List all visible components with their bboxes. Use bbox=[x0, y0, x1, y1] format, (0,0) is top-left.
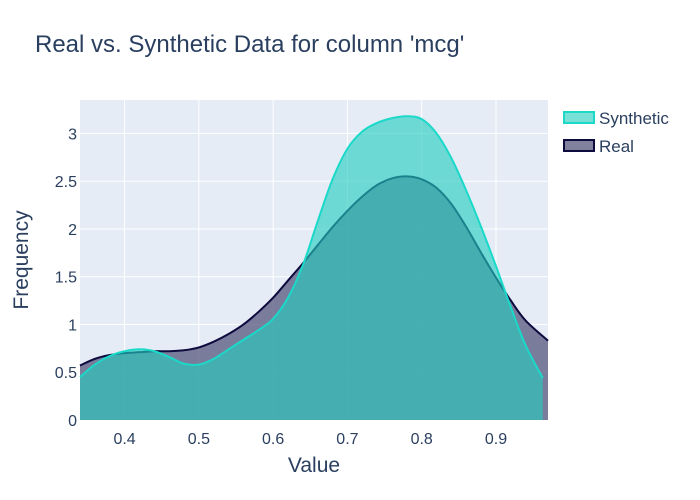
x-tick-label: 0.9 bbox=[485, 431, 507, 448]
chart-title: Real vs. Synthetic Data for column 'mcg' bbox=[35, 31, 464, 58]
y-tick-label: 1 bbox=[68, 317, 77, 334]
y-tick-label: 1.5 bbox=[55, 270, 77, 287]
y-tick-label: 0 bbox=[68, 413, 77, 430]
legend-swatch-synthetic bbox=[563, 111, 595, 124]
series-areas bbox=[79, 115, 549, 420]
x-axis-title: Value bbox=[288, 454, 340, 477]
legend[interactable]: Synthetic Real bbox=[563, 109, 669, 156]
legend-swatch-real bbox=[563, 139, 595, 152]
y-axis-title: Frequency bbox=[10, 210, 33, 310]
legend-label-synthetic: Synthetic bbox=[599, 109, 669, 128]
y-tick-label: 2.5 bbox=[55, 174, 77, 191]
x-tick-label: 0.7 bbox=[336, 431, 358, 448]
legend-item-synthetic[interactable]: Synthetic bbox=[563, 109, 669, 128]
x-tick-label: 0.5 bbox=[188, 431, 210, 448]
y-axis-ticks: 0 0.5 1 1.5 2 2.5 3 bbox=[55, 126, 77, 430]
line-synthetic bbox=[79, 115, 544, 379]
x-axis-ticks: 0.4 0.5 0.6 0.7 0.8 0.9 bbox=[113, 431, 507, 448]
y-tick-label: 0.5 bbox=[55, 365, 77, 382]
legend-label-real: Real bbox=[599, 137, 634, 156]
x-tick-label: 0.4 bbox=[113, 431, 135, 448]
x-tick-label: 0.8 bbox=[411, 431, 433, 448]
y-tick-label: 3 bbox=[68, 126, 77, 143]
legend-item-real[interactable]: Real bbox=[563, 137, 634, 156]
x-tick-label: 0.6 bbox=[262, 431, 284, 448]
area-synthetic bbox=[80, 116, 543, 420]
y-tick-label: 2 bbox=[68, 222, 77, 239]
